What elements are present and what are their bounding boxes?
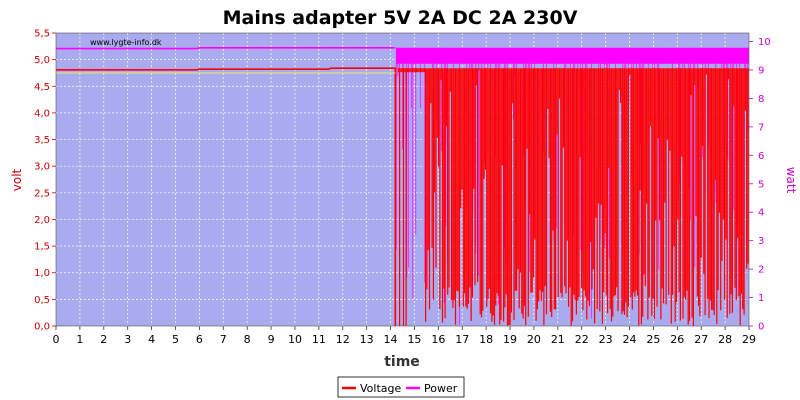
y-axis-left: 0,0 0,5 1,0 1,5 2,0 2,5 3,0 3,5 4,0 4,5 5,0 5,5	[34, 29, 56, 333]
y-axis-right: 0 1 2 3 4 5 6 7 8 9 10	[749, 37, 771, 333]
legend-power-label: Power	[424, 382, 458, 395]
x-axis-label: time	[384, 354, 420, 370]
y2-tick-label: 6	[758, 151, 764, 162]
y2-tick-label: 10	[758, 37, 771, 48]
x-tick-label: 15	[407, 333, 421, 346]
y-tick-label: 1,5	[34, 242, 50, 253]
y-tick-label: 3,5	[34, 135, 50, 146]
x-tick-label: 23	[599, 333, 613, 346]
x-tick-label: 0	[53, 333, 60, 346]
x-tick-label: 9	[268, 333, 275, 346]
x-tick-label: 22	[575, 333, 589, 346]
y-tick-label: 0,5	[34, 295, 50, 306]
y2-tick-label: 4	[758, 208, 764, 219]
watermark: www.lygte-info.dk	[90, 38, 162, 47]
x-tick-label: 18	[479, 333, 493, 346]
y-tick-label: 1,0	[34, 268, 50, 279]
x-tick-label: 27	[694, 333, 708, 346]
x-tick-label: 6	[196, 333, 203, 346]
y2-tick-label: 1	[758, 293, 764, 304]
x-tick-label: 3	[124, 333, 131, 346]
y-tick-label: 2,0	[34, 215, 50, 226]
x-tick-label: 26	[670, 333, 684, 346]
plot-border	[55, 32, 750, 327]
y2-tick-label: 5	[758, 179, 764, 190]
x-tick-label: 13	[360, 333, 374, 346]
x-tick-label: 29	[742, 333, 756, 346]
x-tick-label: 17	[455, 333, 469, 346]
y2-tick-label: 3	[758, 236, 764, 247]
legend-box	[337, 376, 465, 398]
x-axis: 0 1 2 3 4 5 6 7 8 9 10 11 12 13 14 15 16 17 18 19 20 21 22 23 24…	[53, 326, 756, 346]
x-tick-label: 16	[431, 333, 445, 346]
x-tick-label: 5	[172, 333, 179, 346]
x-tick-label: 20	[527, 333, 541, 346]
y-axis-label: volt	[10, 168, 24, 191]
chart-title: Mains adapter 5V 2A DC 2A 230V	[223, 7, 578, 29]
x-tick-label: 10	[288, 333, 302, 346]
x-tick-label: 2	[100, 333, 107, 346]
x-tick-label: 4	[148, 333, 155, 346]
x-tick-label: 12	[336, 333, 350, 346]
x-tick-label: 28	[718, 333, 732, 346]
legend: Voltage Power	[337, 376, 465, 398]
legend-voltage-label: Voltage	[360, 382, 401, 395]
y-tick-label: 2,5	[34, 188, 50, 199]
y-tick-label: 3,0	[34, 162, 50, 173]
power-unstable-band	[396, 47, 749, 64]
y2-tick-label: 9	[758, 65, 764, 76]
y2-tick-label: 0	[758, 322, 764, 333]
x-tick-label: 7	[220, 333, 227, 346]
y-tick-label: 5,5	[34, 29, 50, 40]
y2-axis-label: watt	[784, 167, 798, 194]
y2-tick-label: 8	[758, 94, 764, 105]
x-tick-label: 11	[312, 333, 326, 346]
x-tick-label: 1	[76, 333, 83, 346]
x-tick-label: 21	[551, 333, 565, 346]
x-tick-label: 19	[503, 333, 517, 346]
y-tick-label: 4,5	[34, 82, 50, 93]
power-series-line	[56, 46, 396, 50]
y2-tick-label: 7	[758, 122, 764, 133]
x-tick-label: 14	[384, 333, 398, 346]
x-tick-label: 8	[244, 333, 251, 346]
y-tick-label: 5,0	[34, 55, 50, 66]
y2-tick-label: 2	[758, 265, 764, 276]
x-tick-label: 24	[623, 333, 637, 346]
x-tick-label: 25	[646, 333, 660, 346]
y-tick-label: 4,0	[34, 108, 50, 119]
y-tick-label: 0,0	[34, 322, 50, 333]
series-marks	[56, 46, 749, 326]
